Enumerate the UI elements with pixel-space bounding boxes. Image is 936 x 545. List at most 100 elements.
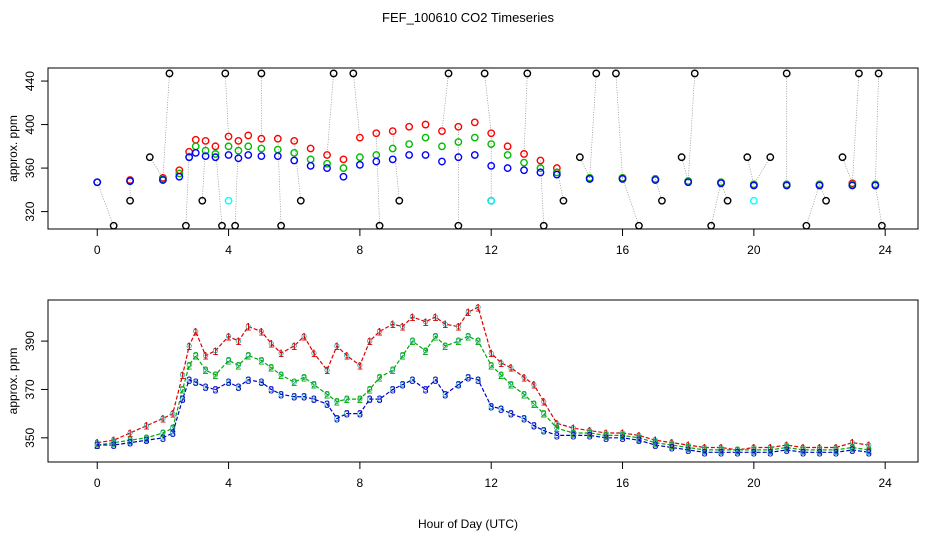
data-point: [470, 151, 479, 159]
data-point: [531, 423, 537, 429]
data-point: [224, 142, 233, 151]
point-marker: 1: [390, 319, 396, 331]
point-marker: 3: [849, 445, 855, 457]
point-marker: 3: [587, 430, 593, 442]
point-marker: 2: [324, 389, 330, 401]
data-point: [684, 178, 693, 187]
data-point: [866, 449, 872, 455]
point-marker: 1: [400, 322, 406, 334]
point-marker: 1: [498, 358, 504, 370]
data-point: [244, 151, 253, 159]
data-point: [202, 367, 209, 373]
data-point: [603, 432, 609, 439]
point-marker: 3: [324, 399, 330, 411]
point-marker: 2: [702, 445, 708, 457]
spike-line: [352, 73, 361, 138]
data-point: [498, 406, 504, 412]
point-marker: 2: [422, 346, 428, 358]
data-point: [291, 394, 297, 400]
data-point: [111, 440, 117, 446]
data-point: [520, 158, 528, 167]
point-marker: 1: [652, 435, 658, 447]
point-marker: 1: [203, 351, 209, 363]
point-marker: 3: [291, 392, 297, 404]
data-point: [143, 437, 150, 443]
point-marker: 2: [816, 445, 822, 457]
data-point: [815, 181, 824, 190]
data-point: [455, 382, 461, 388]
point-marker: 3: [226, 377, 232, 389]
point-marker: 3: [235, 382, 241, 394]
data-point: [438, 157, 446, 166]
data-point: [376, 374, 383, 380]
data-point: [531, 382, 537, 388]
data-point: [442, 321, 448, 327]
data-point: [554, 432, 560, 439]
y-tick-label: 400: [23, 114, 37, 134]
data-point: [669, 442, 675, 448]
data-point: [145, 153, 154, 162]
data-point: [800, 447, 806, 453]
point-marker: 1: [311, 348, 317, 360]
data-point: [160, 415, 166, 422]
series-calibration: [109, 69, 886, 230]
point-marker: 2: [193, 351, 199, 363]
data-point: [498, 372, 504, 378]
point-marker: 2: [127, 435, 133, 447]
point-marker: 3: [866, 447, 872, 459]
point-marker: 1: [734, 445, 740, 457]
data-point: [743, 153, 752, 162]
data-point: [409, 314, 416, 320]
data-point: [802, 221, 811, 230]
point-marker: 2: [652, 438, 658, 450]
data-point: [690, 69, 699, 78]
point-marker: 1: [367, 336, 373, 348]
data-point: [488, 350, 494, 356]
data-point: [257, 152, 266, 161]
point-marker: 1: [636, 430, 642, 442]
data-point: [766, 153, 775, 162]
spike-line: [615, 73, 623, 178]
data-point: [278, 372, 284, 378]
data-point: [874, 69, 883, 78]
data-point: [323, 164, 331, 172]
point-marker: 3: [636, 435, 642, 447]
point-marker: 1: [235, 336, 241, 348]
data-point: [531, 401, 537, 407]
point-marker: 2: [508, 380, 514, 392]
y-axis-label: approx. ppm: [6, 115, 20, 182]
point-marker: 1: [324, 365, 330, 377]
data-point: [508, 411, 514, 417]
data-point: [619, 435, 626, 441]
point-marker: 3: [541, 426, 547, 438]
data-point: [838, 153, 847, 162]
y-tick-label: 350: [23, 427, 37, 447]
point-marker: 2: [186, 360, 192, 372]
data-point: [635, 221, 643, 230]
data-point: [357, 362, 363, 368]
point-marker: 2: [390, 365, 396, 377]
data-point: [784, 447, 790, 453]
data-point: [235, 384, 242, 390]
data-point: [367, 396, 373, 402]
point-marker: 2: [203, 365, 209, 377]
spike-line: [277, 138, 282, 226]
point-marker: 3: [475, 375, 481, 387]
data-point: [395, 196, 404, 205]
data-point: [475, 338, 481, 344]
data-point: [444, 69, 453, 78]
data-point: [235, 362, 242, 368]
point-marker: 1: [702, 442, 708, 454]
point-marker: 2: [734, 445, 740, 457]
data-point: [212, 386, 219, 393]
data-point: [800, 449, 806, 455]
data-point: [202, 353, 209, 359]
spike-line: [441, 73, 449, 132]
x-tick-label: 12: [485, 476, 499, 490]
point-marker: 3: [465, 372, 471, 384]
point-marker: 1: [111, 435, 117, 447]
data-point: [734, 447, 741, 453]
data-point: [127, 430, 133, 436]
data-point: [782, 69, 791, 78]
data-point: [324, 391, 330, 397]
